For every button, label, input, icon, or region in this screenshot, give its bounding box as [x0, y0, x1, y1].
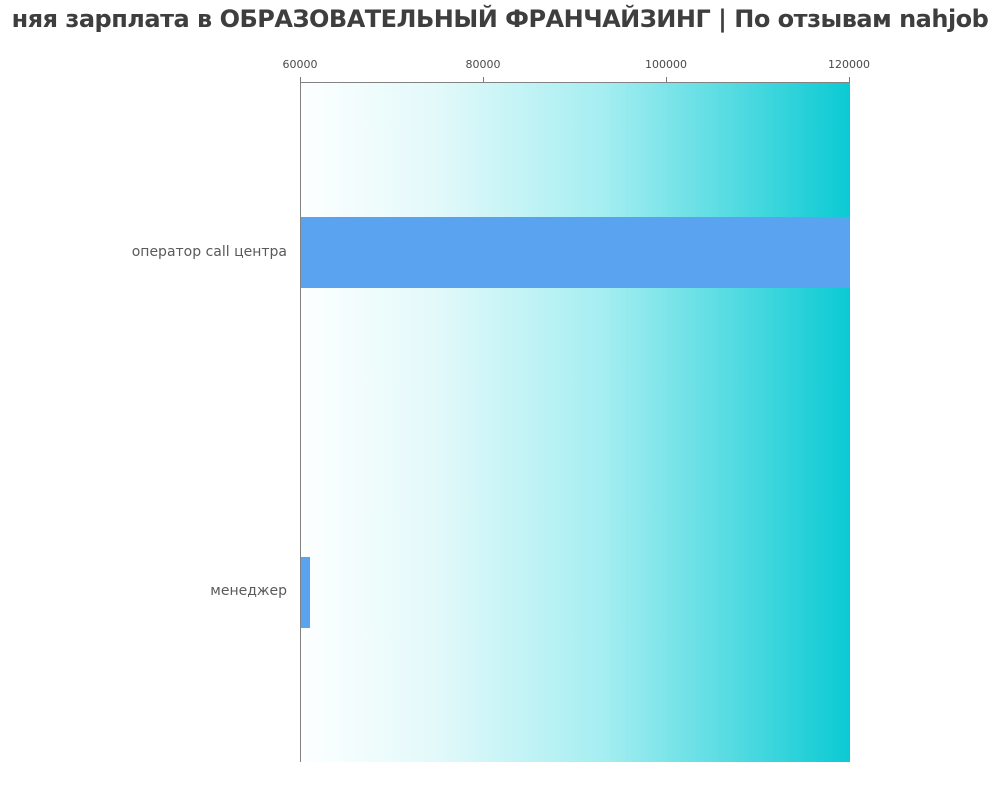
- x-tick-label: 60000: [282, 58, 318, 71]
- bar-1: [301, 217, 850, 288]
- x-tick-mark: [300, 77, 301, 82]
- bar-2: [301, 557, 311, 628]
- category-label: менеджер: [210, 583, 287, 599]
- x-tick-label: 120000: [828, 58, 870, 71]
- category-label: оператор call центра: [131, 244, 287, 260]
- x-tick-label: 80000: [465, 58, 501, 71]
- x-tick-mark: [666, 77, 667, 82]
- x-tick-mark: [849, 77, 850, 82]
- chart-title: няя зарплата в ОБРАЗОВАТЕЛЬНЫЙ ФРАНЧАЙЗИ…: [11, 5, 989, 33]
- x-tick-mark: [483, 77, 484, 82]
- plot-area: [300, 82, 850, 762]
- x-tick-label: 100000: [645, 58, 687, 71]
